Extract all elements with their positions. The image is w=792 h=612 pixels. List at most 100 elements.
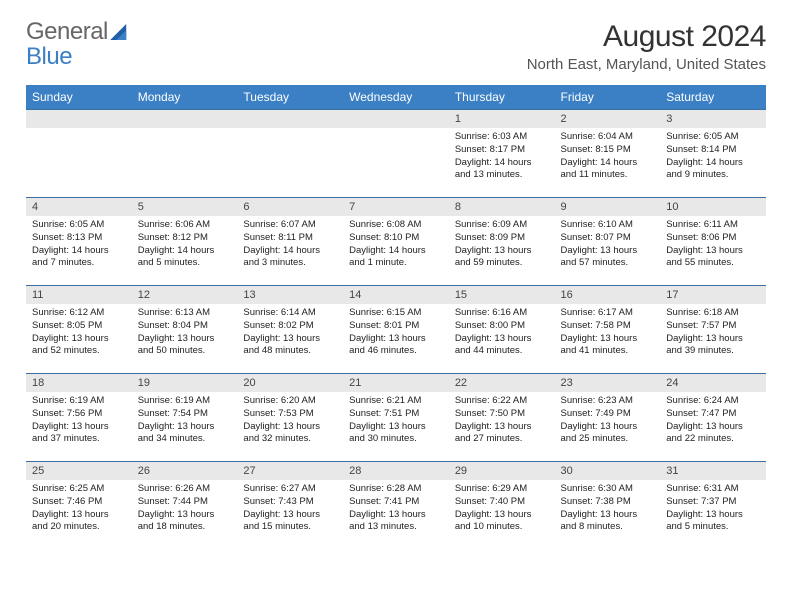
sunrise-line: Sunrise: 6:19 AM bbox=[138, 395, 210, 406]
day-number: 4 bbox=[26, 197, 132, 216]
day-number: 5 bbox=[132, 197, 238, 216]
sunset-line: Sunset: 7:37 PM bbox=[666, 496, 736, 507]
calendar-day-cell: 13Sunrise: 6:14 AMSunset: 8:02 PMDayligh… bbox=[237, 285, 343, 373]
sunset-line: Sunset: 7:57 PM bbox=[666, 320, 736, 331]
calendar-day-cell: 14Sunrise: 6:15 AMSunset: 8:01 PMDayligh… bbox=[343, 285, 449, 373]
calendar-day-cell: 6Sunrise: 6:07 AMSunset: 8:11 PMDaylight… bbox=[237, 197, 343, 285]
sunset-line: Sunset: 7:56 PM bbox=[32, 408, 102, 419]
sunrise-line: Sunrise: 6:22 AM bbox=[455, 395, 527, 406]
sunset-line: Sunset: 7:38 PM bbox=[561, 496, 631, 507]
daylight-line: Daylight: 13 hours and 8 minutes. bbox=[561, 509, 638, 533]
day-number: 25 bbox=[26, 461, 132, 480]
weekday-header: Saturday bbox=[660, 85, 766, 109]
day-number: 28 bbox=[343, 461, 449, 480]
day-data: Sunrise: 6:30 AM Sunset: 7:38 PM Daylight:… bbox=[555, 480, 661, 540]
calendar-body: 1Sunrise: 6:03 AMSunset: 8:17 PMDaylight… bbox=[26, 109, 766, 549]
daylight-line: Daylight: 13 hours and 57 minutes. bbox=[561, 245, 638, 269]
day-data: Sunrise: 6:06 AMSunset: 8:12 PMDaylight:… bbox=[132, 216, 238, 276]
daylight-line: Daylight: 14 hours and 3 minutes. bbox=[243, 245, 320, 269]
sunrise-line: Sunrise: 6:13 AM bbox=[138, 307, 210, 318]
calendar-day-cell: 25Sunrise: 6:25 AMSunset: 7:46 PMDayligh… bbox=[26, 461, 132, 549]
sunset-line: Sunset: 8:05 PM bbox=[32, 320, 102, 331]
sunrise-line: Sunrise: 6:24 AM bbox=[666, 395, 738, 406]
calendar-day-cell: 8Sunrise: 6:09 AMSunset: 8:09 PMDaylight… bbox=[449, 197, 555, 285]
day-number: 2 bbox=[555, 109, 661, 128]
day-data: Sunrise: 6:04 AMSunset: 8:15 PMDaylight:… bbox=[555, 128, 661, 188]
day-data: Sunrise: 6:20 AMSunset: 7:53 PMDaylight:… bbox=[237, 392, 343, 452]
sunrise-line: Sunrise: 6:11 AM bbox=[666, 219, 738, 230]
calendar-day-cell: 4Sunrise: 6:05 AMSunset: 8:13 PMDaylight… bbox=[26, 197, 132, 285]
calendar-week-row: 4Sunrise: 6:05 AMSunset: 8:13 PMDaylight… bbox=[26, 197, 766, 285]
daylight-line: Daylight: 14 hours and 9 minutes. bbox=[666, 157, 743, 181]
day-number: 30 bbox=[555, 461, 661, 480]
day-data: Sunrise: 6:10 AMSunset: 8:07 PMDaylight:… bbox=[555, 216, 661, 276]
day-data: Sunrise: 6:31 AMSunset: 7:37 PMDaylight:… bbox=[660, 480, 766, 540]
day-data: Sunrise: 6:13 AMSunset: 8:04 PMDaylight:… bbox=[132, 304, 238, 364]
daylight-line: Daylight: 13 hours and 44 minutes. bbox=[455, 333, 532, 357]
day-data: Sunrise: 6:05 AMSunset: 8:13 PMDaylight:… bbox=[26, 216, 132, 276]
sunrise-line: Sunrise: 6:27 AM bbox=[243, 483, 315, 494]
daylight-line: Daylight: 14 hours and 5 minutes. bbox=[138, 245, 215, 269]
day-data: Sunrise: 6:08 AMSunset: 8:10 PMDaylight:… bbox=[343, 216, 449, 276]
day-data: Sunrise: 6:03 AMSunset: 8:17 PMDaylight:… bbox=[449, 128, 555, 188]
day-number: 12 bbox=[132, 285, 238, 304]
daylight-line: Daylight: 13 hours and 25 minutes. bbox=[561, 421, 638, 445]
sunrise-line: Sunrise: 6:25 AM bbox=[32, 483, 104, 494]
sunrise-line: Sunrise: 6:21 AM bbox=[349, 395, 421, 406]
calendar-day-cell: 31Sunrise: 6:31 AMSunset: 7:37 PMDayligh… bbox=[660, 461, 766, 549]
day-data: Sunrise: 6:29 AMSunset: 7:40 PMDaylight:… bbox=[449, 480, 555, 540]
calendar-day-cell bbox=[343, 109, 449, 197]
sunset-line: Sunset: 7:58 PM bbox=[561, 320, 631, 331]
sunset-line: Sunset: 8:17 PM bbox=[455, 144, 525, 155]
month-title: August 2024 bbox=[527, 20, 766, 54]
sunset-line: Sunset: 7:53 PM bbox=[243, 408, 313, 419]
daylight-line: Daylight: 13 hours and 20 minutes. bbox=[32, 509, 109, 533]
sunrise-line: Sunrise: 6:26 AM bbox=[138, 483, 210, 494]
sunrise-line: Sunrise: 6:14 AM bbox=[243, 307, 315, 318]
day-number: 19 bbox=[132, 373, 238, 392]
brand-word-2: Blue bbox=[26, 43, 72, 70]
sunrise-line: Sunrise: 6:04 AM bbox=[561, 131, 633, 142]
daylight-line: Daylight: 13 hours and 50 minutes. bbox=[138, 333, 215, 357]
sunrise-line: Sunrise: 6:30 AM bbox=[561, 483, 633, 494]
day-data: Sunrise: 6:22 AMSunset: 7:50 PMDaylight:… bbox=[449, 392, 555, 452]
sunset-line: Sunset: 8:13 PM bbox=[32, 232, 102, 243]
daylight-line: Daylight: 13 hours and 5 minutes. bbox=[666, 509, 743, 533]
day-number: 10 bbox=[660, 197, 766, 216]
calendar-week-row: 11Sunrise: 6:12 AMSunset: 8:05 PMDayligh… bbox=[26, 285, 766, 373]
sunrise-line: Sunrise: 6:16 AM bbox=[455, 307, 527, 318]
day-data: Sunrise: 6:26 AMSunset: 7:44 PMDaylight:… bbox=[132, 480, 238, 540]
day-data: Sunrise: 6:17 AMSunset: 7:58 PMDaylight:… bbox=[555, 304, 661, 364]
day-number: 29 bbox=[449, 461, 555, 480]
sunset-line: Sunset: 8:09 PM bbox=[455, 232, 525, 243]
day-data: Sunrise: 6:07 AMSunset: 8:11 PMDaylight:… bbox=[237, 216, 343, 276]
calendar-day-cell: 26Sunrise: 6:26 AMSunset: 7:44 PMDayligh… bbox=[132, 461, 238, 549]
sunrise-line: Sunrise: 6:17 AM bbox=[561, 307, 633, 318]
day-number: 1 bbox=[449, 109, 555, 128]
calendar-day-cell: 29Sunrise: 6:29 AMSunset: 7:40 PMDayligh… bbox=[449, 461, 555, 549]
sunset-line: Sunset: 8:00 PM bbox=[455, 320, 525, 331]
day-number-empty bbox=[237, 109, 343, 128]
calendar-day-cell: 12Sunrise: 6:13 AMSunset: 8:04 PMDayligh… bbox=[132, 285, 238, 373]
sunrise-line: Sunrise: 6:19 AM bbox=[32, 395, 104, 406]
day-number: 17 bbox=[660, 285, 766, 304]
sunrise-line: Sunrise: 6:18 AM bbox=[666, 307, 738, 318]
day-number: 3 bbox=[660, 109, 766, 128]
sunrise-line: Sunrise: 6:28 AM bbox=[349, 483, 421, 494]
sunrise-line: Sunrise: 6:23 AM bbox=[561, 395, 633, 406]
day-number: 15 bbox=[449, 285, 555, 304]
sunrise-line: Sunrise: 6:09 AM bbox=[455, 219, 527, 230]
calendar-day-cell bbox=[26, 109, 132, 197]
daylight-line: Daylight: 13 hours and 52 minutes. bbox=[32, 333, 109, 357]
daylight-line: Daylight: 13 hours and 30 minutes. bbox=[349, 421, 426, 445]
day-data: Sunrise: 6:15 AMSunset: 8:01 PMDaylight:… bbox=[343, 304, 449, 364]
day-data: Sunrise: 6:09 AM Sunset: 8:09 PM Daylight:… bbox=[449, 216, 555, 276]
sunset-line: Sunset: 7:50 PM bbox=[455, 408, 525, 419]
day-number: 13 bbox=[237, 285, 343, 304]
sunrise-line: Sunrise: 6:29 AM bbox=[455, 483, 527, 494]
day-data: Sunrise: 6:11 AMSunset: 8:06 PMDaylight:… bbox=[660, 216, 766, 276]
calendar-day-cell: 5Sunrise: 6:06 AMSunset: 8:12 PMDaylight… bbox=[132, 197, 238, 285]
day-number-empty bbox=[26, 109, 132, 128]
calendar-table: SundayMondayTuesdayWednesdayThursdayFrid… bbox=[26, 85, 766, 549]
daylight-line: Daylight: 13 hours and 59 minutes. bbox=[455, 245, 532, 269]
